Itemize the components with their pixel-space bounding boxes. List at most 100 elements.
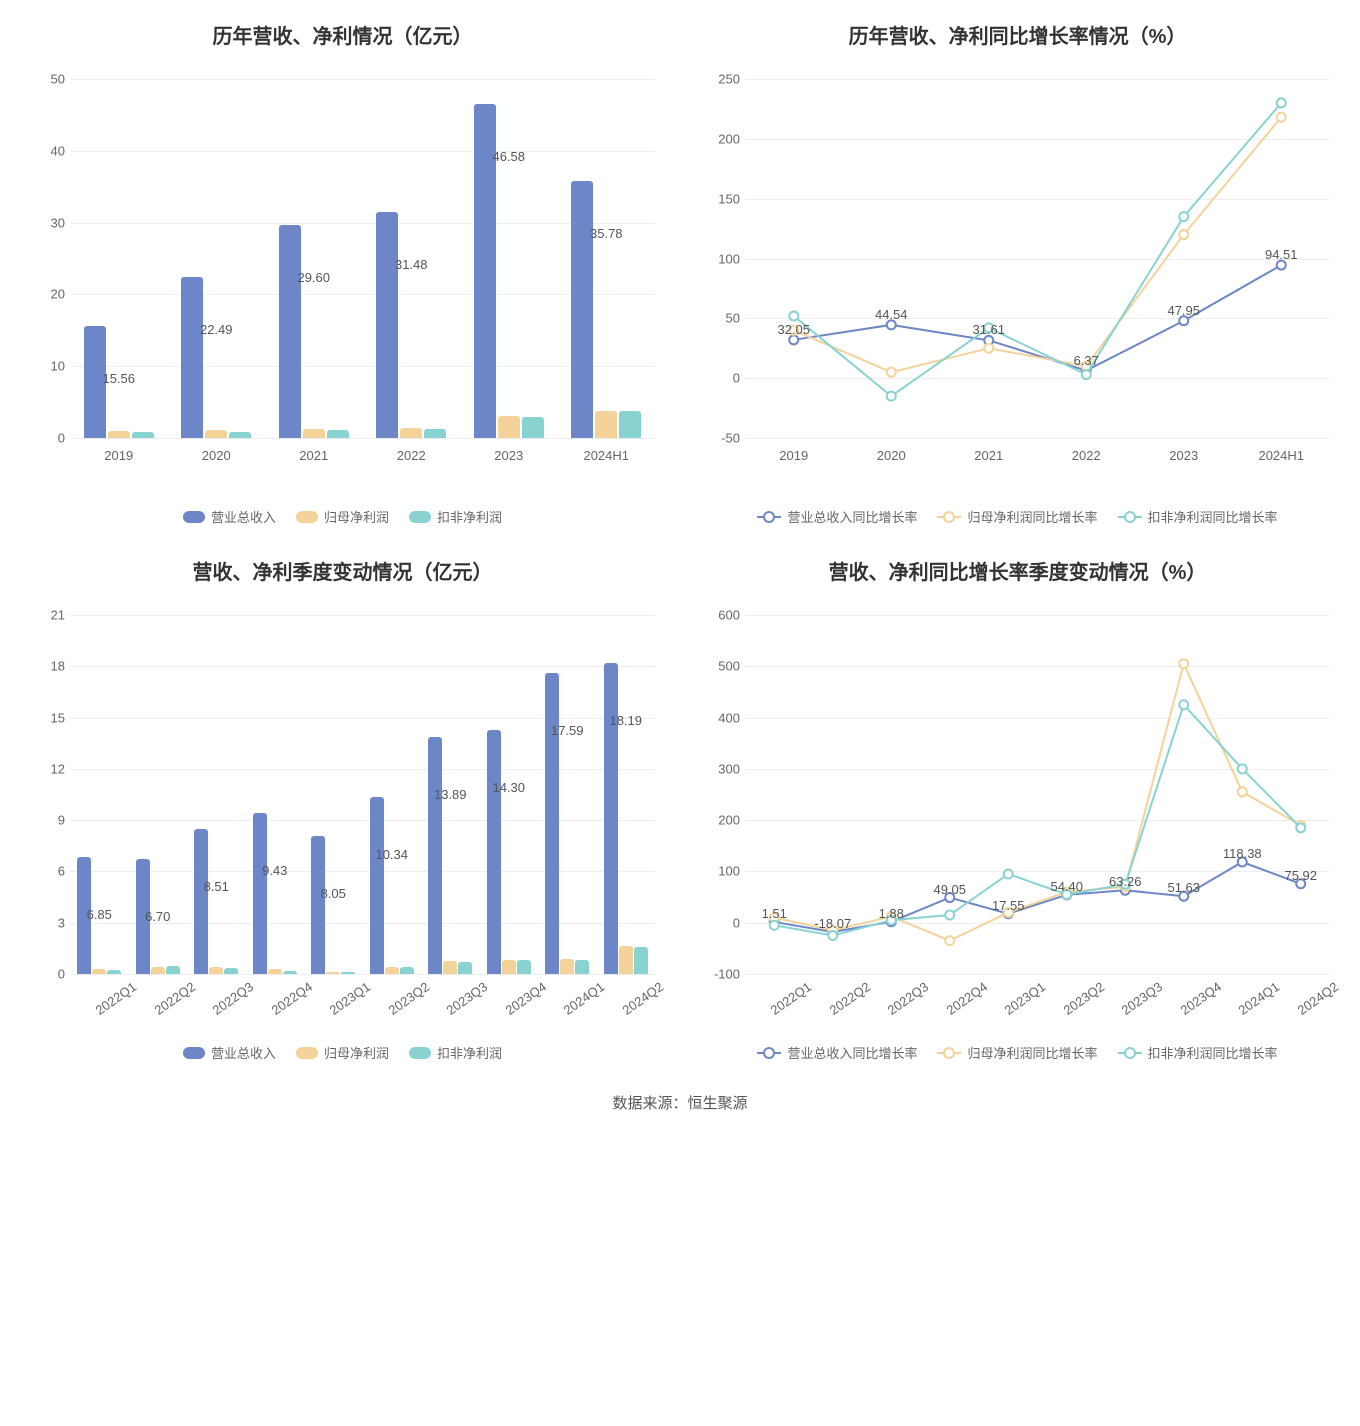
data-label: 118.38 bbox=[1223, 846, 1262, 861]
y-tick-label: 9 bbox=[20, 813, 65, 828]
bar bbox=[92, 969, 106, 974]
x-tick-label: 2022Q3 bbox=[865, 979, 931, 1031]
data-label: 6.85 bbox=[87, 907, 112, 922]
y-tick-label: 30 bbox=[20, 215, 65, 230]
series-marker bbox=[1179, 230, 1188, 239]
grid-line bbox=[70, 294, 655, 295]
grid-line bbox=[70, 666, 655, 667]
bar bbox=[458, 962, 472, 974]
bar bbox=[205, 430, 227, 438]
grid-line bbox=[70, 974, 655, 975]
legend-swatch bbox=[937, 1052, 961, 1054]
grid-line bbox=[70, 769, 655, 770]
x-tick-label: 2022 bbox=[1072, 448, 1101, 463]
x-tick-label: 2024Q1 bbox=[1216, 979, 1282, 1031]
legend-swatch bbox=[296, 1047, 318, 1059]
x-tick-label: 2023Q4 bbox=[483, 979, 549, 1031]
bar bbox=[376, 212, 398, 438]
y-tick-label: 10 bbox=[20, 359, 65, 374]
data-label: 31.61 bbox=[972, 322, 1005, 337]
bar bbox=[311, 836, 325, 974]
x-tick-label: 2022Q2 bbox=[132, 979, 198, 1031]
bar bbox=[303, 429, 325, 438]
x-tick-label: 2022Q2 bbox=[807, 979, 873, 1031]
data-label: 15.56 bbox=[102, 371, 135, 386]
y-tick-label: 300 bbox=[695, 761, 740, 776]
y-tick-label: 0 bbox=[695, 371, 740, 386]
bar bbox=[400, 428, 422, 438]
series-line bbox=[794, 103, 1282, 396]
x-tick-label: 2021 bbox=[974, 448, 1003, 463]
series-marker bbox=[984, 344, 993, 353]
legend: 营业总收入归母净利润扣非净利润 bbox=[20, 1043, 665, 1062]
legend-item: 营业总收入同比增长率 bbox=[757, 507, 917, 526]
bar bbox=[194, 829, 208, 974]
legend-swatch bbox=[937, 516, 961, 518]
y-tick-label: 0 bbox=[695, 915, 740, 930]
bar bbox=[341, 972, 355, 974]
grid-line bbox=[70, 223, 655, 224]
chart-body: 01020304050201920202021202220232024H115.… bbox=[20, 59, 665, 499]
legend-swatch bbox=[296, 511, 318, 523]
y-tick-label: 200 bbox=[695, 131, 740, 146]
chart-quarterly-growth: 营收、净利同比增长率季度变动情况（%） -1000100200300400500… bbox=[695, 556, 1340, 1062]
bar bbox=[595, 411, 617, 438]
data-label: 54.40 bbox=[1050, 879, 1083, 894]
plot-area: -500501001502002502019202020212022202320… bbox=[745, 79, 1330, 439]
x-tick-label: 2023Q4 bbox=[1158, 979, 1224, 1031]
data-label: 13.89 bbox=[434, 787, 467, 802]
legend-label: 归母净利润 bbox=[324, 1043, 389, 1062]
legend-item: 归母净利润同比增长率 bbox=[937, 1043, 1097, 1062]
y-tick-label: 15 bbox=[20, 710, 65, 725]
chart-body: -500501001502002502019202020212022202320… bbox=[695, 59, 1340, 499]
legend: 营业总收入同比增长率 归母净利润同比增长率 扣非净利润同比增长率 bbox=[695, 507, 1340, 526]
bar bbox=[327, 430, 349, 438]
bar bbox=[487, 730, 501, 974]
legend-item: 营业总收入 bbox=[183, 507, 276, 526]
series-marker bbox=[1238, 787, 1247, 796]
x-tick-label: 2024Q2 bbox=[600, 979, 666, 1031]
series-marker bbox=[1179, 659, 1188, 668]
source-note: 数据来源：恒生聚源 bbox=[20, 1092, 1340, 1113]
legend-item: 归母净利润 bbox=[296, 507, 389, 526]
bar bbox=[498, 416, 520, 438]
grid-line bbox=[745, 438, 1330, 439]
data-label: 94.51 bbox=[1265, 247, 1298, 262]
bar bbox=[575, 960, 589, 974]
legend-item: 扣非净利润 bbox=[409, 507, 502, 526]
x-tick-label: 2023Q3 bbox=[1099, 979, 1165, 1031]
x-tick-label: 2022Q3 bbox=[190, 979, 256, 1031]
legend-label: 归母净利润同比增长率 bbox=[967, 507, 1097, 526]
bar bbox=[619, 946, 633, 974]
y-tick-label: -50 bbox=[695, 431, 740, 446]
x-tick-label: 2021 bbox=[299, 448, 328, 463]
data-label: 31.48 bbox=[395, 257, 428, 272]
grid-line bbox=[70, 871, 655, 872]
legend: 营业总收入 归母净利润 扣非净利润 bbox=[20, 507, 665, 526]
y-tick-label: 500 bbox=[695, 659, 740, 674]
bar bbox=[132, 432, 154, 438]
y-tick-label: 150 bbox=[695, 191, 740, 206]
legend-label: 扣非净利润同比增长率 bbox=[1148, 507, 1278, 526]
bar bbox=[181, 277, 203, 438]
y-tick-label: 0 bbox=[20, 967, 65, 982]
data-label: 75.92 bbox=[1284, 868, 1317, 883]
x-tick-label: 2023 bbox=[494, 448, 523, 463]
dashboard: 历年营收、净利情况（亿元） 01020304050201920202021202… bbox=[20, 20, 1340, 1113]
data-label: 18.19 bbox=[609, 713, 642, 728]
bar bbox=[545, 673, 559, 974]
chart-title: 历年营收、净利情况（亿元） bbox=[20, 20, 665, 49]
bar bbox=[224, 968, 238, 974]
plot-area: -10001002003004005006002022Q12022Q22022Q… bbox=[745, 615, 1330, 975]
y-tick-label: 20 bbox=[20, 287, 65, 302]
x-tick-label: 2020 bbox=[877, 448, 906, 463]
legend-label: 扣非净利润 bbox=[437, 1043, 502, 1062]
series-marker bbox=[1277, 113, 1286, 122]
legend-item: 归母净利润 bbox=[296, 1043, 389, 1062]
legend-label: 营业总收入同比增长率 bbox=[787, 1043, 917, 1062]
data-label: 1.51 bbox=[762, 906, 787, 921]
bar bbox=[108, 431, 130, 438]
data-label: 10.34 bbox=[375, 847, 408, 862]
x-tick-label: 2024Q1 bbox=[541, 979, 607, 1031]
y-tick-label: 50 bbox=[695, 311, 740, 326]
